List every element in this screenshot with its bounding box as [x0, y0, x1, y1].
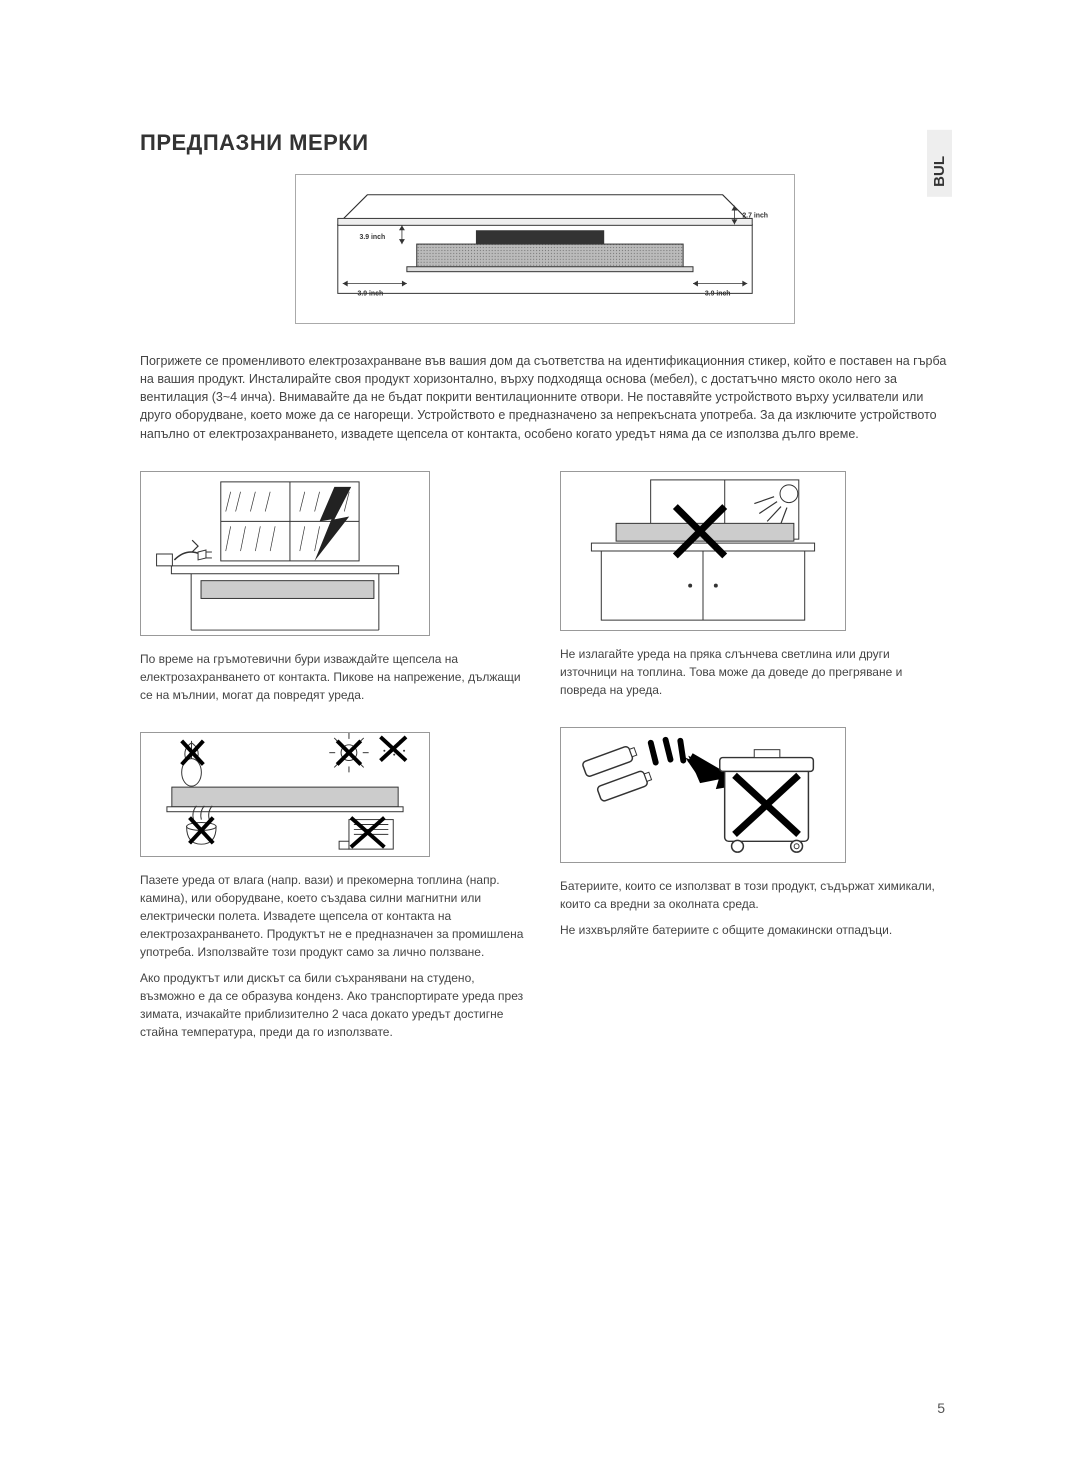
page-heading: ПРЕДПАЗНИ МЕРКИ [140, 130, 950, 156]
hazards-diagram [140, 732, 430, 857]
dim-br-label: 3.9 inch [705, 290, 731, 297]
left-column: По време на гръмотевични бури изваждайте… [140, 471, 530, 1069]
hazards-caption-2: Ако продуктът или дискът са били съхраня… [140, 969, 530, 1041]
dim-right-label: 2.7 inch [742, 212, 768, 219]
intro-paragraph: Погрижете се променливото електрозахранв… [140, 352, 950, 443]
thunderstorm-diagram [140, 471, 430, 636]
language-tab: BUL [927, 130, 952, 197]
dim-left-label: 3.9 inch [360, 234, 386, 241]
battery-caption-2: Не изхвърляйте батериите с общите домаки… [560, 921, 950, 939]
right-column: Не излагайте уреда на пряка слънчева све… [560, 471, 950, 1069]
dim-bl-label: 3.9 inch [358, 290, 384, 297]
clearance-diagram: 3.9 inch 2.7 inch 3.9 inch 3.9 inch [295, 174, 795, 324]
sunlight-caption: Не излагайте уреда на пряка слънчева све… [560, 645, 950, 699]
battery-diagram [560, 727, 846, 863]
page-number: 5 [937, 1400, 945, 1416]
thunderstorm-caption: По време на гръмотевични бури изваждайте… [140, 650, 530, 704]
hazards-caption-1: Пазете уреда от влага (напр. вази) и пре… [140, 871, 530, 961]
battery-caption-1: Батериите, които се използват в този про… [560, 877, 950, 913]
sunlight-diagram [560, 471, 846, 631]
